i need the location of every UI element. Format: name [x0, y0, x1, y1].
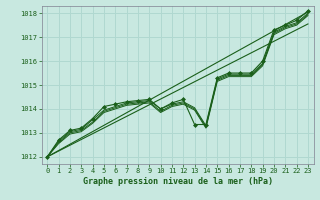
X-axis label: Graphe pression niveau de la mer (hPa): Graphe pression niveau de la mer (hPa)	[83, 177, 273, 186]
